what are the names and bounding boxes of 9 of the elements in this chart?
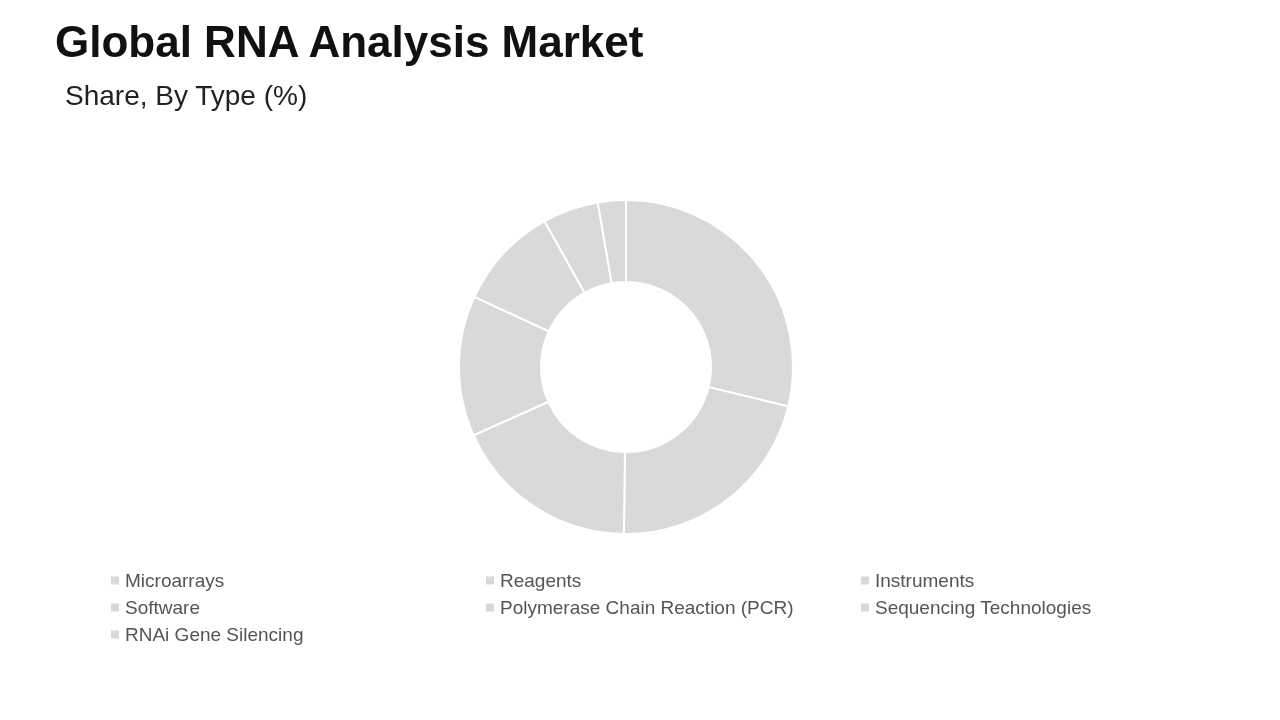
- chart-subtitle: Share, By Type (%): [65, 79, 308, 111]
- legend-label: Software: [125, 597, 200, 618]
- legend-label: Reagents: [500, 570, 582, 591]
- legend-label: Sequencing Technologies: [875, 597, 1092, 618]
- legend-label: Polymerase Chain Reaction (PCR): [500, 597, 794, 618]
- legend-label: RNAi Gene Silencing: [125, 624, 304, 645]
- chart-title: Global RNA Analysis Market: [55, 16, 644, 66]
- legend-label: Instruments: [875, 570, 975, 591]
- legend-label: Microarrays: [125, 570, 225, 591]
